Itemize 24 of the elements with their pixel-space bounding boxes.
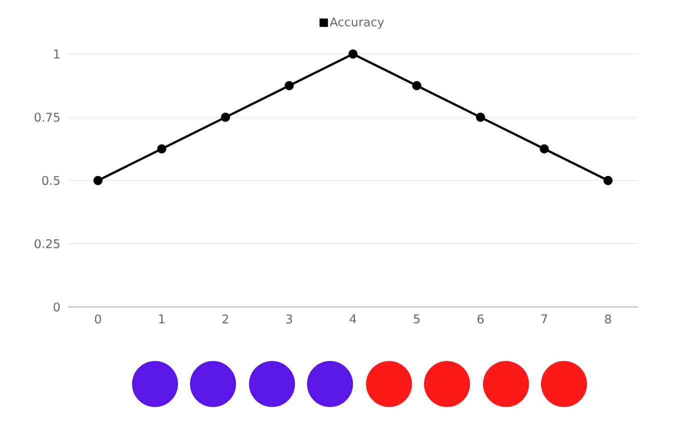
point <box>603 176 613 186</box>
y-tick-label: 0 <box>54 302 60 312</box>
point <box>540 144 549 154</box>
point <box>348 49 358 59</box>
x-tick-label: 2 <box>222 314 228 324</box>
x-tick-label: 7 <box>541 314 548 324</box>
x-tick-label: 0 <box>94 314 101 324</box>
legend-label: Accuracy <box>330 18 384 29</box>
x-tick-label: 6 <box>478 314 484 324</box>
point <box>157 144 166 154</box>
x-tick-label: 4 <box>350 314 356 324</box>
point <box>284 81 294 90</box>
point <box>93 176 103 186</box>
x-tick-label: 1 <box>159 314 164 324</box>
point <box>220 112 230 122</box>
point <box>476 112 486 122</box>
y-tick-label: 0.75 <box>34 112 60 122</box>
point <box>412 81 422 90</box>
x-tick-label: 5 <box>414 314 420 324</box>
y-tick-label: 0.25 <box>34 239 60 248</box>
y-tick-label: 0.5 <box>42 176 60 186</box>
x-tick-label: 3 <box>286 314 292 324</box>
y-tick-label: 1 <box>54 50 60 58</box>
x-tick-label: 8 <box>605 314 612 324</box>
